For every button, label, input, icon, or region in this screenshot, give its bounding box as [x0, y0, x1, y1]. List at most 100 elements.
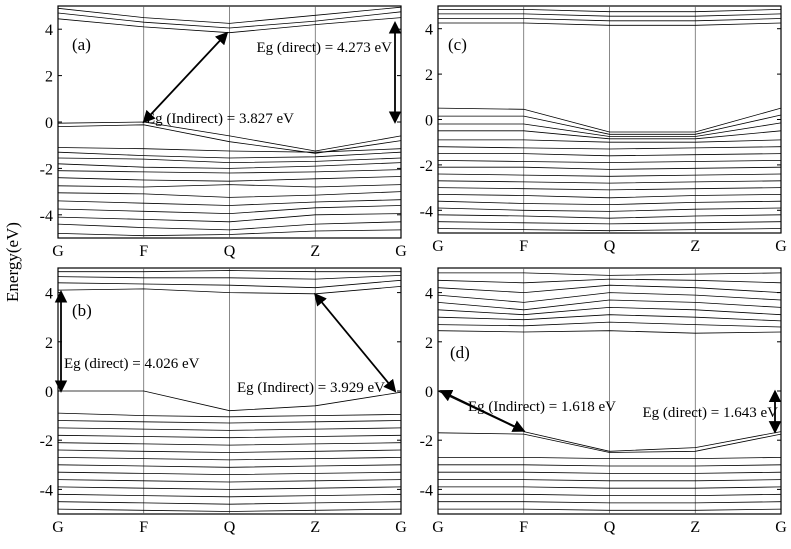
x-tick-label: F — [519, 519, 528, 536]
band-line — [438, 501, 781, 504]
band-line — [438, 194, 781, 199]
band-line — [58, 449, 401, 453]
band-line — [438, 18, 781, 22]
band-line — [438, 314, 781, 322]
band-line — [438, 187, 781, 191]
band-line — [58, 147, 401, 153]
band-line — [438, 278, 781, 284]
band-line — [58, 412, 401, 418]
band-line — [58, 6, 401, 24]
bandgap-arrow — [142, 31, 229, 124]
band-line — [438, 432, 781, 453]
band-line — [438, 221, 781, 225]
band-line — [438, 207, 781, 212]
band-line — [58, 176, 401, 182]
band-line — [438, 107, 781, 133]
y-tick-label: 0 — [45, 115, 53, 132]
y-tick-label: 4 — [45, 286, 53, 303]
panel-label: (a) — [72, 35, 91, 54]
band-line — [438, 13, 781, 17]
x-tick-label: Q — [604, 519, 616, 536]
band-line — [438, 330, 781, 334]
band-lines — [58, 270, 401, 512]
band-lines — [438, 8, 781, 232]
band-line — [438, 139, 781, 143]
x-tick-label: Q — [224, 243, 236, 260]
y-tick-label: -4 — [420, 203, 433, 220]
band-line — [438, 493, 781, 497]
band-line — [438, 292, 781, 303]
band-line — [438, 200, 781, 206]
band-line — [58, 471, 401, 476]
band-line — [438, 321, 781, 328]
x-tick-label: G — [395, 519, 407, 536]
band-line — [58, 390, 401, 412]
band-line — [58, 124, 401, 154]
band-lines — [58, 6, 401, 237]
band-line — [438, 299, 781, 311]
band-line — [438, 306, 781, 316]
y-axis-label: Energy(eV) — [3, 222, 22, 302]
band-line — [438, 130, 781, 140]
y-tick-label: 2 — [425, 67, 433, 84]
band-line — [58, 221, 401, 231]
band-line — [438, 214, 781, 219]
band-line — [58, 508, 401, 512]
bandgap-annotation: Eg (direct) = 4.026 eV — [64, 356, 200, 372]
y-tick-label: 4 — [425, 22, 433, 39]
band-line — [58, 501, 401, 505]
bandgap-annotation: Eg (Indirect) = 3.929 eV — [237, 380, 385, 396]
y-tick-label: -4 — [40, 208, 53, 225]
band-line — [58, 191, 401, 198]
x-tick-label: G — [432, 238, 444, 255]
x-tick-label: Z — [690, 238, 700, 255]
band-line — [438, 228, 781, 232]
band-line — [58, 270, 401, 273]
band-line — [58, 279, 401, 289]
y-tick-label: -4 — [420, 482, 433, 499]
band-line — [58, 229, 401, 237]
band-line — [58, 121, 401, 152]
x-tick-label: F — [139, 243, 148, 260]
x-tick-label: Q — [224, 519, 236, 536]
band-line — [58, 420, 401, 424]
band-lines — [438, 272, 781, 511]
bandgap-annotation: Eg (Indirect) = 1.618 eV — [468, 399, 616, 415]
y-tick-label: -4 — [40, 482, 53, 499]
y-tick-label: 4 — [45, 22, 53, 39]
band-line — [58, 479, 401, 483]
band-line — [58, 213, 401, 223]
bandgap-arrow — [314, 292, 397, 393]
band-line — [438, 22, 781, 26]
band-line — [58, 184, 401, 188]
band-line — [58, 151, 401, 159]
band-line — [438, 284, 781, 294]
band-line — [58, 434, 401, 439]
y-tick-label: 2 — [45, 335, 53, 352]
panel-label: (d) — [450, 343, 470, 362]
y-tick-label: 0 — [425, 384, 433, 401]
band-line — [58, 486, 401, 490]
band-line — [438, 508, 781, 511]
band-line — [58, 199, 401, 206]
bandgap-arrow — [439, 389, 526, 432]
x-tick-label: Z — [690, 519, 700, 536]
band-line — [58, 442, 401, 446]
panel-b: 4 2 0 -2 -4 G F Q Z G (b) Eg (direct) = 4.026 eV Eg … — [40, 267, 407, 536]
y-tick-label: -2 — [420, 433, 433, 450]
band-line — [438, 166, 781, 170]
band-line — [58, 275, 401, 280]
band-line — [438, 160, 781, 164]
x-tick-label: G — [52, 243, 64, 260]
panel-a: 4 2 0 -2 -4 G F Q Z G (a) Eg (direct) = 4.273 eV Eg … — [40, 5, 407, 260]
y-tick-label: 4 — [425, 286, 433, 303]
x-tick-label: Q — [604, 238, 616, 255]
panel-label: (c) — [448, 35, 467, 54]
y-tick-label: 2 — [425, 335, 433, 352]
band-line — [438, 272, 781, 276]
band-line — [58, 286, 401, 295]
band-line — [58, 162, 401, 169]
band-line — [438, 486, 781, 489]
y-tick-label: 0 — [425, 113, 433, 130]
